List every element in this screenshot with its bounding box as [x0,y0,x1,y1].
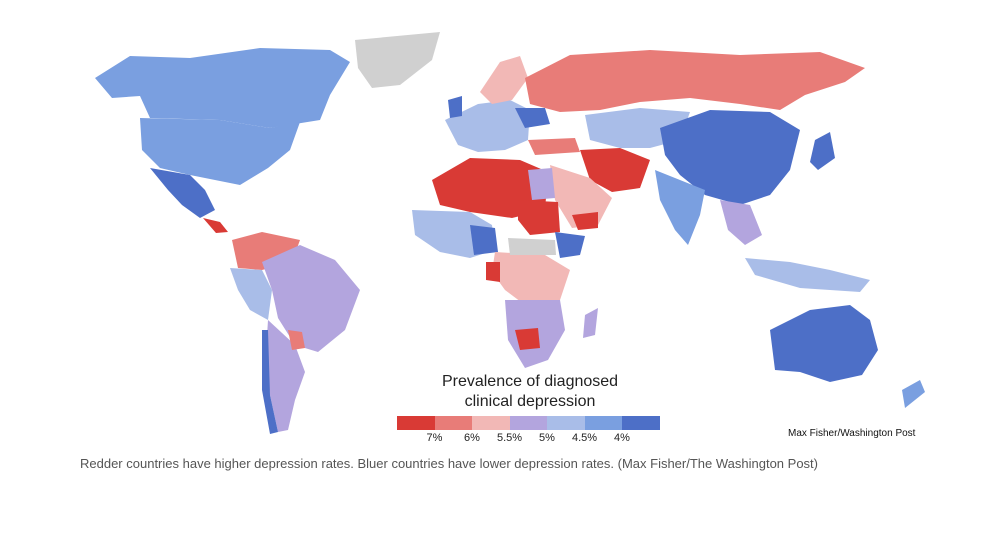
legend-color-bar [397,416,665,430]
map-credit: Max Fisher/Washington Post [788,428,916,439]
region-peru-bolivia [230,268,272,320]
region-canada-alaska [95,48,350,128]
legend-swatch-2 [472,416,510,430]
legend-swatch-4 [547,416,585,430]
region-russia [525,50,865,112]
region-ethiopia [555,232,585,258]
legend-tick-1: 6% [464,432,480,444]
region-sudan [518,200,560,235]
region-greenland [355,32,440,88]
region-southeast-asia [720,200,762,245]
region-zimbabwe [515,328,540,350]
region-japan [810,132,835,170]
region-central-africa [492,252,570,305]
region-paraguay [288,330,305,350]
region-india [655,170,705,245]
region-egypt [528,168,555,200]
figure-caption: Redder countries have higher depression … [80,456,818,471]
region-madagascar [583,308,598,338]
region-scandinavia [480,56,528,104]
legend-tick-2: 5.5% [496,432,523,444]
region-nigeria [470,225,498,255]
legend-tick-4: 4.5% [571,432,598,444]
legend-tick-3: 5% [539,432,555,444]
region-cameroon [486,262,500,282]
legend-swatch-3 [509,416,547,430]
region-central-america [203,218,228,233]
map-legend: Prevalence of diagnosed clinical depress… [395,372,665,446]
region-usa [140,118,300,185]
region-uk [448,96,462,118]
legend-title-line1: Prevalence of diagnosed [441,373,619,390]
region-turkey [528,138,580,155]
region-australia [770,305,878,382]
legend-title-line2: clinical depression [464,393,596,410]
legend-swatch-5 [584,416,622,430]
region-china [660,110,800,205]
region-iran-afghanistan [580,148,650,192]
legend-swatch-1 [434,416,472,430]
region-yemen [572,212,598,230]
region-western-europe [445,100,530,152]
legend-tick-5: 4% [614,432,630,444]
legend-swatch-0 [397,416,435,430]
region-mexico [150,168,215,218]
region-new-zealand [902,380,925,408]
region-indonesia [745,258,870,292]
region-no-data-africa [508,238,556,255]
legend-tick-labels: 7% 6% 5.5% 5% 4.5% 4% [397,430,665,446]
legend-swatch-6 [622,416,660,430]
region-chile [262,330,278,434]
legend-tick-0: 7% [426,432,443,444]
region-ukraine [515,108,550,128]
region-brazil [262,245,360,352]
